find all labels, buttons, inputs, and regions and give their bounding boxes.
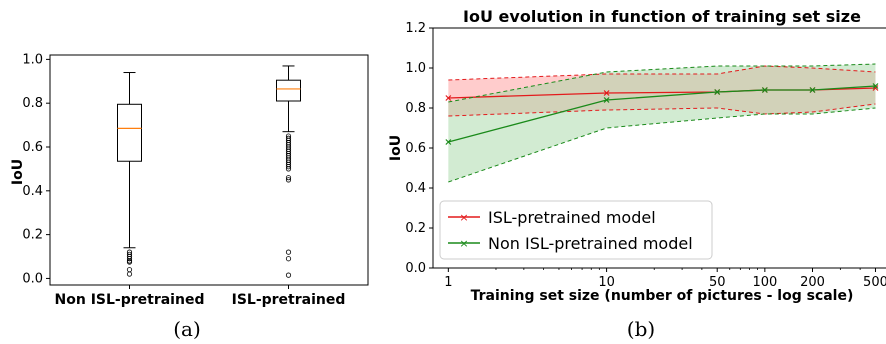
- data-point-non-isl: [761, 87, 768, 93]
- outlier-point: [126, 267, 133, 273]
- boxplot-panel: 0.0 0.2 0.4 0.6 0.8 1.0 Non ISL-pretrained ISL…: [10, 52, 369, 341]
- line-chart-title: IoU evolution in function of training se…: [463, 7, 861, 26]
- data-point-non-isl: [445, 139, 452, 145]
- legend-marker-isl: ×: [459, 211, 468, 224]
- x-tick-label: 50: [709, 275, 726, 290]
- outlier-point: [285, 175, 292, 181]
- outlier-point: [285, 177, 292, 183]
- outlier-point: [126, 271, 133, 277]
- x-tick-label: 200: [800, 275, 825, 290]
- outlier-point: [126, 259, 133, 265]
- y-tick-label: 1.0: [405, 61, 426, 76]
- data-point-non-isl: [872, 83, 879, 89]
- outlier-point: [285, 166, 292, 172]
- lower-bound-non-isl: [448, 107, 876, 183]
- y-tick-label: 0.0: [22, 271, 43, 286]
- boxplot-frame: [49, 54, 369, 286]
- data-point-non-isl: [809, 87, 816, 93]
- y-tick-label: 1.2: [405, 21, 426, 36]
- x-tick-label: 10: [598, 275, 615, 290]
- legend-box: [439, 200, 713, 260]
- box-isl: [276, 65, 301, 278]
- boxplot-boxes: [117, 65, 301, 278]
- y-tick-label: 0.4: [405, 181, 426, 196]
- caption-b: (b): [627, 317, 655, 341]
- band-non-isl: [448, 64, 876, 182]
- y-tick-label: 0.6: [405, 141, 426, 156]
- line-x-label: Training set size (number of pictures - …: [471, 288, 854, 304]
- data-point-isl: [445, 95, 452, 101]
- y-tick-label: 0.4: [22, 184, 43, 199]
- legend-label-non-isl: Non ISL-pretrained model: [488, 234, 693, 253]
- legend-label-isl: ISL-pretrained model: [488, 208, 656, 227]
- box-iqr: [276, 79, 301, 102]
- box-non-isl: [117, 72, 142, 277]
- data-point-non-isl: [603, 97, 610, 103]
- outlier-point: [285, 272, 292, 278]
- y-tick-label: 0.2: [22, 228, 43, 243]
- boxplot-y-label: IoU: [10, 159, 26, 185]
- y-tick-label: 0.8: [22, 96, 43, 111]
- y-tick-label: 0.6: [22, 140, 43, 155]
- line-y-label: IoU: [388, 135, 404, 161]
- x-tick-label: 100: [752, 275, 777, 290]
- line-y-ticks: 0.0 0.2 0.4 0.6 0.8 1.0 1.2: [405, 21, 433, 276]
- series-line-non-isl: [448, 85, 876, 143]
- x-tick-label: 500: [863, 275, 886, 290]
- x-tick-label: 1: [444, 275, 452, 290]
- upper-bound-non-isl: [448, 63, 876, 103]
- outlier-point: [126, 256, 133, 262]
- legend-marker-non-isl: ×: [459, 237, 468, 250]
- data-point-non-isl: [714, 89, 721, 95]
- data-point-isl: [603, 90, 610, 96]
- y-tick-label: 1.0: [22, 52, 43, 67]
- series-lines: [445, 63, 879, 183]
- box-iqr: [117, 103, 142, 162]
- boxplot-x-ticks: Non ISL-pretrained ISL-pretrained: [55, 285, 346, 308]
- y-tick-label: 0.0: [405, 261, 426, 276]
- outlier-point: [285, 256, 292, 262]
- caption-a: (a): [173, 317, 201, 341]
- line-x-ticks: 1 10 50 100 200 500: [444, 268, 886, 290]
- confidence-bands: [448, 64, 876, 182]
- outlier-point: [285, 249, 292, 255]
- line-panel: IoU evolution in function of training se…: [388, 7, 886, 341]
- y-tick-label: 0.2: [405, 221, 426, 236]
- boxplot-y-ticks: 0.0 0.2 0.4 0.6 0.8 1.0: [22, 52, 50, 286]
- legend: × ISL-pretrained model × Non ISL-pretrai…: [439, 200, 713, 260]
- x-tick-label: ISL-pretrained: [232, 292, 346, 308]
- outlier-point: [285, 164, 292, 170]
- y-tick-label: 0.8: [405, 101, 426, 116]
- x-tick-label: Non ISL-pretrained: [55, 292, 205, 308]
